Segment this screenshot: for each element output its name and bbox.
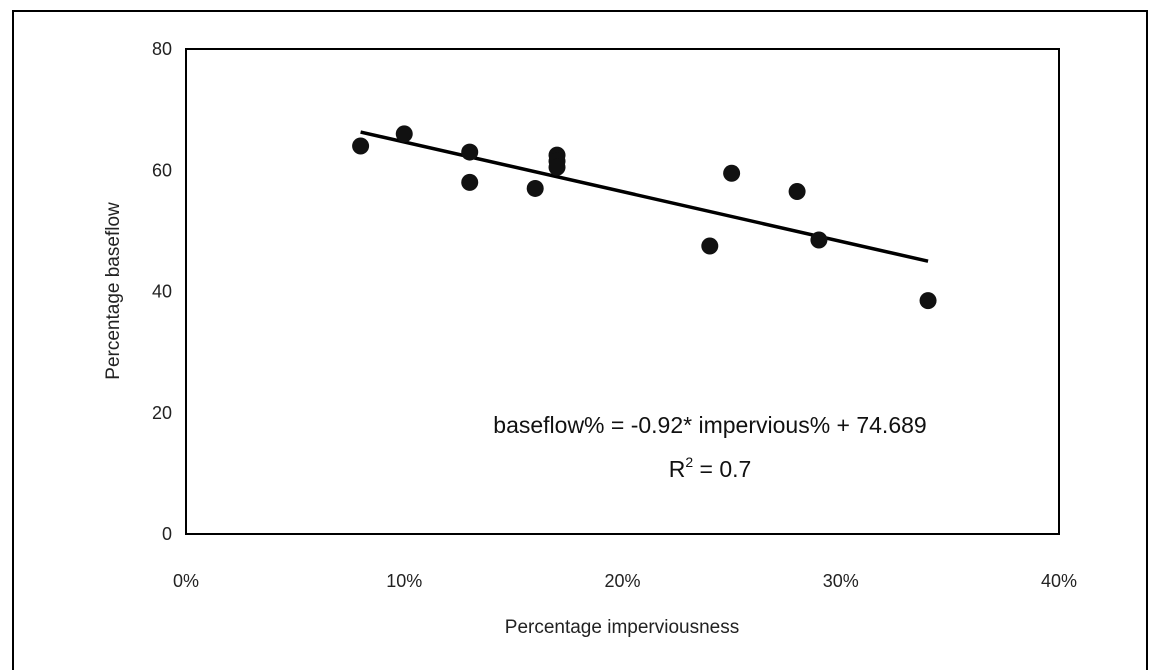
data-point bbox=[461, 143, 479, 161]
data-point bbox=[548, 158, 566, 176]
r-squared-superscript: 2 bbox=[685, 454, 693, 470]
data-point bbox=[723, 164, 741, 182]
x-tick-label: 30% bbox=[823, 571, 859, 591]
y-tick-label: 40 bbox=[152, 282, 172, 302]
y-tick-label: 20 bbox=[152, 403, 172, 423]
data-point bbox=[395, 125, 413, 143]
x-axis: 0% 10% 20% 30% 40% bbox=[173, 571, 1077, 591]
x-tick-label: 10% bbox=[386, 571, 422, 591]
plot-area bbox=[185, 48, 1060, 535]
data-point bbox=[919, 292, 937, 310]
data-point bbox=[701, 237, 719, 255]
data-point bbox=[352, 137, 370, 155]
r-squared-label: R bbox=[669, 456, 686, 482]
x-tick-label: 40% bbox=[1041, 571, 1077, 591]
figure-frame bbox=[12, 10, 1148, 670]
y-tick-label: 0 bbox=[162, 524, 172, 544]
r-squared: R2 = 0.7 bbox=[669, 454, 752, 482]
trend-line bbox=[360, 130, 929, 263]
y-tick-label: 80 bbox=[152, 39, 172, 59]
data-point bbox=[526, 179, 544, 197]
data-point bbox=[810, 231, 828, 249]
r-squared-value: = 0.7 bbox=[693, 456, 751, 482]
y-axis: 0 20 40 60 80 bbox=[152, 39, 172, 544]
x-tick-label: 20% bbox=[604, 571, 640, 591]
data-point bbox=[788, 182, 806, 200]
data-points bbox=[352, 125, 937, 310]
x-axis-title: Percentage imperviousness bbox=[505, 617, 739, 638]
x-tick-label: 0% bbox=[173, 571, 199, 591]
regression-equation: baseflow% = -0.92* impervious% + 74.689 bbox=[493, 412, 926, 438]
y-tick-label: 60 bbox=[152, 160, 172, 180]
data-point bbox=[461, 173, 479, 191]
y-axis-title: Percentage baseflow bbox=[103, 202, 124, 380]
